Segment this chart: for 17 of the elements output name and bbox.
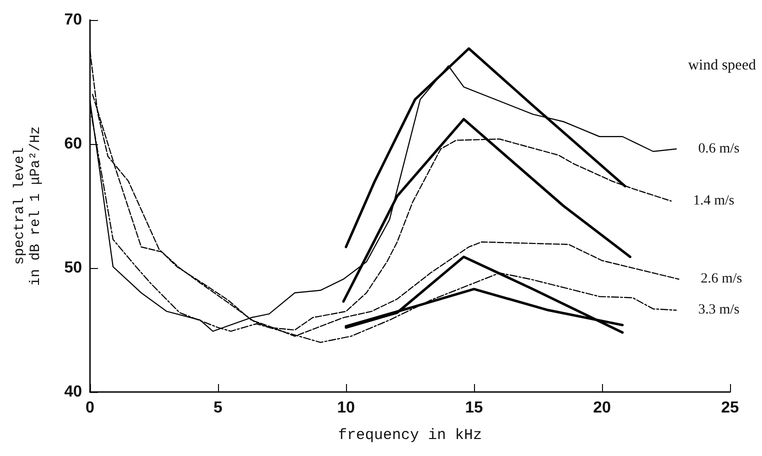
y-tick-label: 50 <box>64 260 82 276</box>
x-tick-label: 15 <box>465 400 483 416</box>
series-label: 3.3 m/s <box>698 302 740 318</box>
x-tick-label: 0 <box>86 400 95 416</box>
x-axis-title: frequency in kHz <box>338 427 482 444</box>
y-tick-label: 60 <box>64 136 82 152</box>
y-axis-title: spectral level in dB rel 1 μPa²/Hz <box>12 126 44 286</box>
x-tick-label: 25 <box>721 400 739 416</box>
y-tick-label: 40 <box>64 384 82 400</box>
series-label: 2.6 m/s <box>700 272 742 287</box>
x-tick-label: 5 <box>214 400 223 416</box>
x-tick-label: 20 <box>593 400 611 416</box>
series-label: 0.6 m/s <box>698 141 740 156</box>
y-tick-label: 70 <box>64 12 82 28</box>
series-label: 1.4 m/s <box>693 194 734 209</box>
x-tick-label: 10 <box>337 400 355 416</box>
legend-title: wind speed <box>688 58 756 74</box>
